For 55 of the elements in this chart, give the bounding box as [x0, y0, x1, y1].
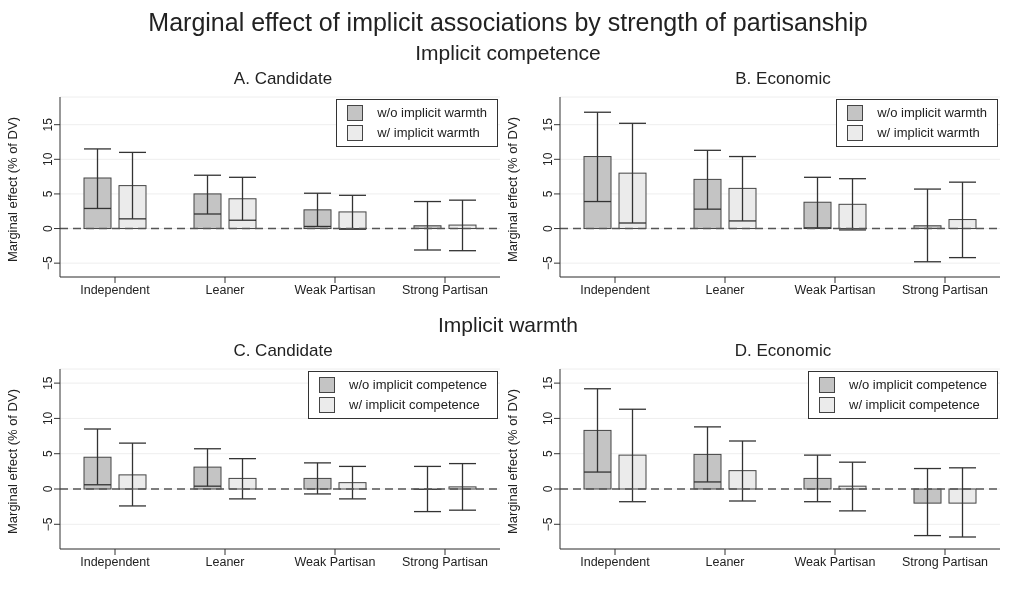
- chart-title: B. Economic: [734, 69, 832, 90]
- text: Implicit warmth: [437, 313, 579, 337]
- x-tick-label: Independent: [80, 282, 151, 297]
- x-tick-label: Strong Partisan: [901, 282, 989, 297]
- x-tick-label: Leaner: [205, 282, 245, 297]
- y-tick-label: 15: [41, 117, 56, 132]
- legend-label: w/ implicit competence: [849, 396, 980, 414]
- legend-label: w/o implicit competence: [349, 376, 487, 394]
- x-tick-label: Strong Partisan: [401, 554, 489, 569]
- x-tick-label: Leaner: [205, 554, 245, 569]
- x-tick-label: Leaner: [705, 282, 745, 297]
- legend-label: w/ implicit competence: [349, 396, 480, 414]
- y-axis-title: Marginal effect (% of DV): [4, 117, 20, 262]
- x-tick-label: Weak Partisan: [794, 282, 876, 297]
- y-axis-title: Marginal effect (% of DV): [4, 389, 20, 534]
- y-tick-label: 10: [541, 411, 556, 426]
- y-tick-label: 5: [41, 190, 56, 198]
- y-tick-label: 0: [541, 485, 556, 493]
- y-tick-label: 10: [541, 152, 556, 166]
- x-tick-label: Independent: [80, 554, 151, 569]
- y-tick-label: −5: [541, 255, 556, 270]
- legend-label: w/o implicit warmth: [377, 104, 487, 122]
- legend-label: w/ implicit warmth: [377, 124, 480, 142]
- x-tick-label: Strong Partisan: [401, 282, 489, 297]
- legend-label: w/o implicit competence: [849, 376, 987, 394]
- chart-title: C. Candidate: [232, 341, 334, 362]
- y-tick-label: 10: [41, 411, 56, 426]
- y-tick-label: −5: [41, 517, 56, 532]
- y-tick-label: 0: [541, 224, 556, 232]
- x-tick-label: Leaner: [705, 554, 745, 569]
- y-axis-title: Marginal effect (% of DV): [504, 117, 520, 262]
- y-tick-label: 0: [41, 485, 56, 493]
- y-tick-label: 15: [541, 117, 556, 132]
- y-tick-label: 15: [541, 376, 556, 390]
- chart-title: D. Economic: [733, 341, 833, 362]
- x-tick-label: Weak Partisan: [794, 554, 876, 569]
- y-tick-label: 10: [41, 152, 56, 166]
- y-tick-label: 5: [41, 450, 56, 458]
- text: Marginal effect of implicit associations by strength of partisanship: [147, 8, 869, 37]
- text: Implicit competence: [414, 41, 602, 65]
- y-tick-label: −5: [41, 255, 56, 270]
- x-tick-label: Strong Partisan: [901, 554, 989, 569]
- y-tick-label: 5: [541, 450, 556, 458]
- x-tick-label: Weak Partisan: [294, 282, 376, 297]
- y-tick-label: 5: [541, 190, 556, 198]
- y-axis-title: Marginal effect (% of DV): [504, 389, 520, 534]
- y-tick-label: 0: [41, 224, 56, 232]
- chart-title: A. Candidate: [232, 69, 334, 90]
- x-tick-label: Weak Partisan: [294, 554, 376, 569]
- legend-label: w/o implicit warmth: [877, 104, 987, 122]
- y-tick-label: −5: [541, 517, 556, 532]
- y-tick-label: 15: [41, 376, 56, 390]
- x-tick-label: Independent: [580, 282, 651, 297]
- legend-label: w/ implicit warmth: [877, 124, 980, 142]
- x-tick-label: Independent: [580, 554, 651, 569]
